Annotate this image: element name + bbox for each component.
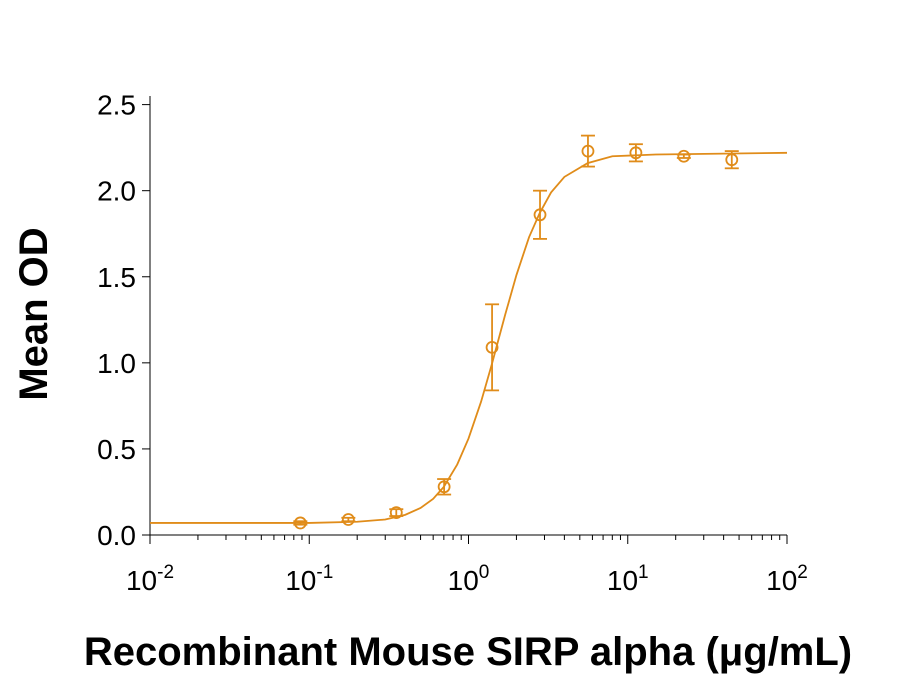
y-tick-label: 2.0 bbox=[97, 176, 136, 207]
x-tick-base: 10 bbox=[126, 565, 157, 596]
data-point bbox=[677, 149, 691, 163]
data-point bbox=[629, 146, 643, 160]
data-point bbox=[581, 144, 595, 158]
error-bar bbox=[580, 134, 595, 168]
x-tick-exponent: 2 bbox=[797, 562, 808, 583]
data-point bbox=[725, 153, 739, 167]
x-tick-label: 102 bbox=[766, 562, 808, 596]
y-tick-label: 0.5 bbox=[97, 434, 136, 465]
x-tick-exponent: -1 bbox=[316, 562, 333, 583]
data-point bbox=[533, 208, 547, 222]
fit-curve bbox=[150, 151, 788, 524]
y-tick-label: 2.5 bbox=[97, 90, 136, 121]
x-axis-title: Recombinant Mouse SIRP alpha (μg/mL) bbox=[84, 630, 852, 674]
x-tick-exponent: -2 bbox=[157, 562, 174, 583]
x-tick-exponent: 0 bbox=[479, 562, 490, 583]
data-point bbox=[341, 513, 355, 526]
error-bar bbox=[485, 303, 500, 392]
error-bar bbox=[533, 189, 548, 240]
data-point bbox=[485, 340, 499, 354]
y-tick-label: 1.5 bbox=[97, 262, 136, 293]
x-tick-exponent: 1 bbox=[638, 562, 649, 583]
x-tick-base: 10 bbox=[285, 565, 316, 596]
y-tick-label: 1.0 bbox=[97, 348, 136, 379]
y-tick-label: 0.0 bbox=[97, 520, 136, 551]
x-tick-label: 100 bbox=[448, 562, 490, 596]
y-axis-title: Mean OD bbox=[12, 227, 56, 400]
x-tick-base: 10 bbox=[607, 565, 638, 596]
x-tick-base: 10 bbox=[448, 565, 479, 596]
data-point bbox=[293, 516, 307, 530]
x-tick-label: 10-2 bbox=[126, 562, 174, 596]
x-tick-label: 10-1 bbox=[285, 562, 333, 596]
data-point bbox=[389, 506, 403, 520]
data-point bbox=[437, 480, 451, 494]
x-tick-base: 10 bbox=[766, 565, 797, 596]
x-tick-label: 101 bbox=[607, 562, 649, 596]
